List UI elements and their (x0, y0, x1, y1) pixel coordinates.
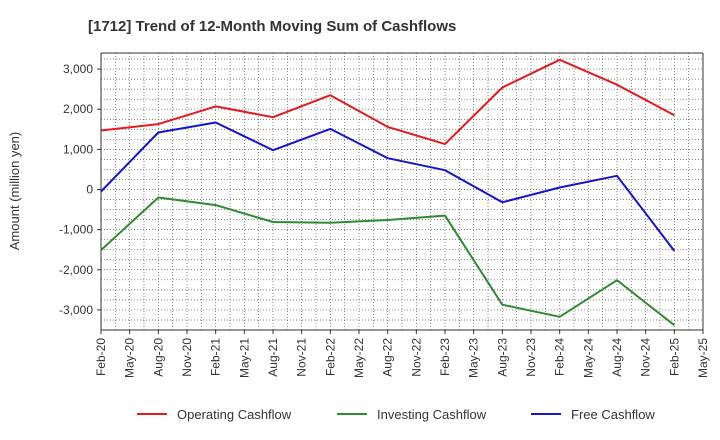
x-tick-label: Aug-20 (151, 338, 165, 377)
x-tick-label: Nov-22 (409, 338, 423, 377)
x-tick-label: Nov-20 (180, 338, 194, 377)
y-tick-label: -3,000 (59, 303, 93, 317)
x-tick-label: Feb-25 (667, 338, 681, 376)
chart-title: [1712] Trend of 12-Month Moving Sum of C… (88, 18, 456, 35)
free-cashflow-legend-label: Free Cashflow (571, 407, 655, 422)
y-tick-label: -2,000 (59, 263, 93, 277)
x-tick-label: Aug-23 (495, 338, 509, 377)
y-tick-label: 2,000 (63, 102, 93, 116)
x-tick-label: Feb-20 (94, 338, 108, 376)
legend: Operating Cashflow Investing Cashflow Free… (137, 407, 655, 422)
operating-cashflow-legend-label: Operating Cashflow (177, 407, 292, 422)
y-tick-label: 0 (86, 182, 93, 196)
x-tick-label: Nov-24 (639, 338, 653, 377)
x-tick-label: Aug-24 (610, 338, 624, 377)
y-axis-label: Amount (million yen) (7, 132, 22, 251)
x-tick-label: Feb-23 (438, 338, 452, 376)
x-tick-label: Feb-21 (209, 338, 223, 376)
y-tick-label: 1,000 (63, 142, 93, 156)
grid (100, 53, 704, 331)
x-tick-label: May-22 (352, 338, 366, 378)
x-tick-label: May-20 (123, 338, 137, 378)
y-tick-labels: 3,000 2,000 1,000 0 -1,000 -2,000 -3,000 (59, 62, 101, 317)
x-tick-label: Feb-24 (553, 338, 567, 376)
y-tick-label: 3,000 (63, 62, 93, 76)
x-tick-label: May-23 (467, 338, 481, 378)
x-tick-label: May-25 (696, 338, 710, 378)
x-tick-label: May-21 (237, 338, 251, 378)
investing-cashflow-line (100, 196, 675, 326)
series-lines (100, 58, 676, 326)
x-tick-label: Aug-21 (266, 338, 280, 377)
x-tick-label: Nov-23 (524, 338, 538, 377)
investing-cashflow-legend-label: Investing Cashflow (377, 407, 487, 422)
x-tick-label: Feb-22 (323, 338, 337, 376)
x-tick-label: May-24 (581, 338, 595, 378)
x-tick-label: Aug-22 (381, 338, 395, 377)
operating-cashflow-line (100, 58, 675, 146)
y-tick-label: -1,000 (59, 223, 93, 237)
x-tick-label: Nov-21 (295, 338, 309, 377)
free-cashflow-line (100, 121, 676, 252)
x-tick-labels: Feb-20 May-20 Aug-20 Nov-20 Feb-21 May-21 Aug-… (94, 330, 710, 378)
